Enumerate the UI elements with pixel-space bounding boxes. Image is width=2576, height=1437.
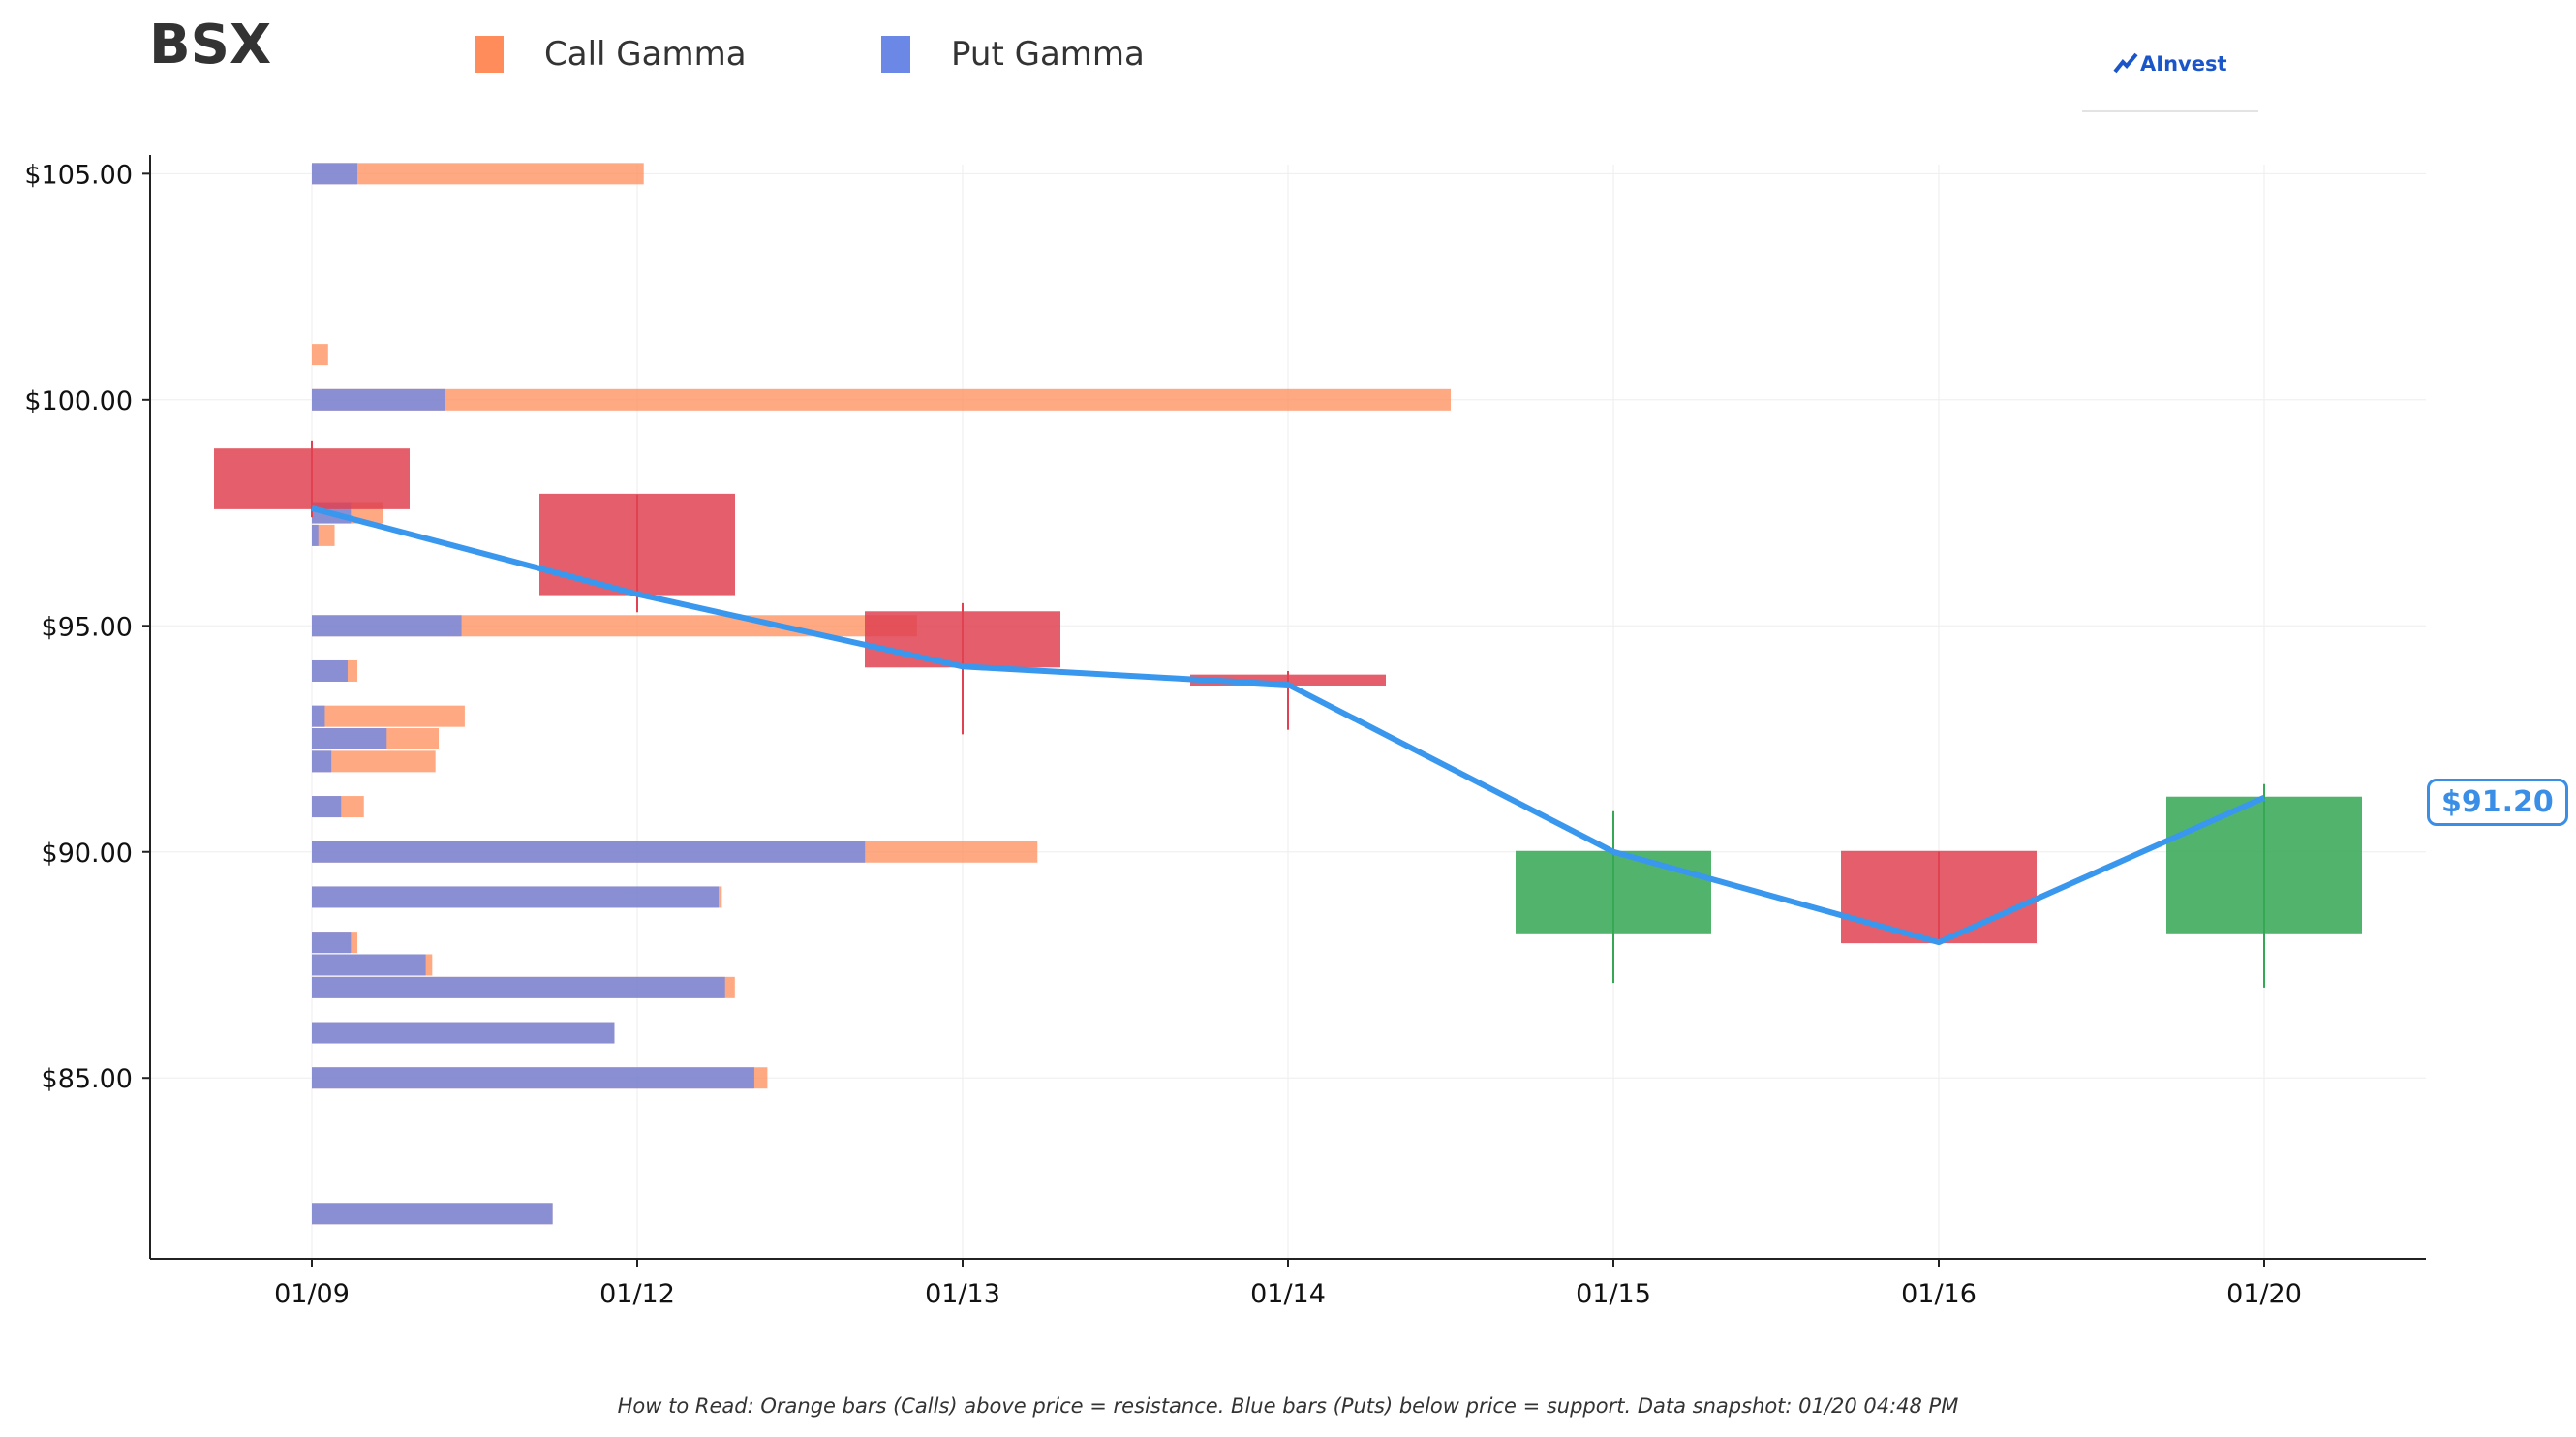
x-tick-label: 01/16 [1901,1279,1977,1309]
put-gamma-bar [312,932,352,954]
current-price-badge: $91.20 [2427,779,2568,826]
ainvest-logo: AInvest [2082,39,2258,114]
y-tick-label: $95.00 [42,612,133,642]
put-gamma-bar [312,659,348,682]
put-gamma-bar [312,976,725,998]
x-tick-label: 01/13 [925,1279,1000,1309]
x-tick-label: 01/09 [274,1279,350,1309]
legend-call-gamma: Call Gamma [475,35,747,74]
candle-body [2166,796,2362,934]
x-tick-label: 01/20 [2226,1279,2302,1309]
y-tick-label: $105.00 [24,160,133,190]
y-tick-label: $90.00 [42,839,133,869]
y-tick-label: $100.00 [24,386,133,416]
put-gamma-bar [312,615,462,637]
put-gamma-bar [312,1022,615,1044]
put-gamma-bar [312,705,325,727]
legend-put-gamma: Put Gamma [881,35,1145,74]
legend-call-label: Call Gamma [544,35,747,74]
x-tick-label: 01/14 [1250,1279,1326,1309]
gamma-candlestick-chart: $85.00 $90.00 $95.00 $100.00 $105.00 01/09 01/… [24,155,2426,1309]
logo-divider [2082,110,2258,112]
y-tick-label: $85.00 [42,1064,133,1094]
put-gamma-bar [312,796,342,818]
put-gamma-bar [312,728,387,750]
ticker-title: BSX [149,14,272,76]
x-tick-label: 01/12 [599,1279,675,1309]
put-gamma-bar [312,886,719,908]
legend-put-label: Put Gamma [951,35,1145,74]
put-gamma-bar [312,388,445,411]
call-gamma-bar [312,750,436,773]
candle-body [214,448,410,509]
put-gamma-bar [312,1203,553,1225]
legend-call-swatch [475,36,504,73]
call-gamma-bar [312,163,644,185]
x-tick-label: 01/15 [1576,1279,1651,1309]
logo-chart-icon [2113,52,2138,74]
close-price-line [311,504,2266,946]
candle-body [1516,850,1711,934]
put-gamma-bar [312,750,332,773]
call-gamma-bar [312,344,328,366]
call-gamma-bar [312,705,465,727]
candle-body [865,611,1060,668]
candle-body [1841,850,2037,944]
put-gamma-bar [312,524,319,546]
legend-put-swatch [881,36,910,73]
put-gamma-bar [312,1067,754,1089]
put-gamma-bar [312,841,866,863]
put-gamma-bar [312,954,426,976]
call-gamma-bar [312,388,1451,411]
footnote: How to Read: Orange bars (Calls) above p… [617,1394,1959,1418]
put-gamma-bar [312,163,358,185]
logo-text: AInvest [2140,52,2227,76]
